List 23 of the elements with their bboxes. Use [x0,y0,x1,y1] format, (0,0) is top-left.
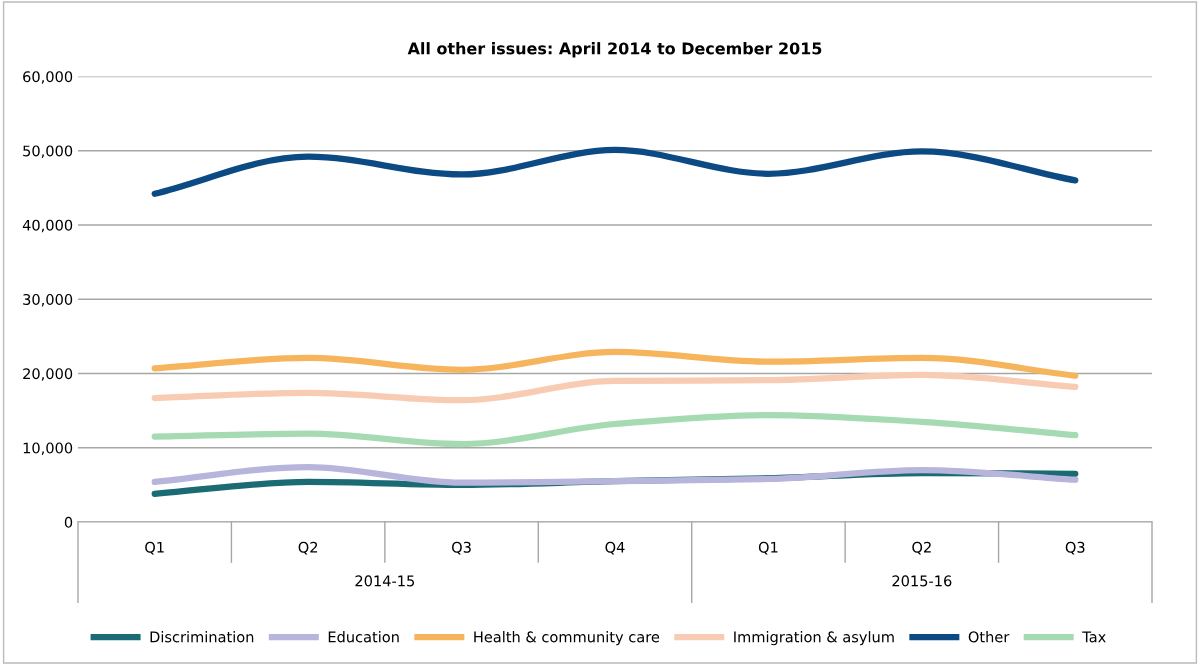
y-tick-label: 50,000 [23,145,73,158]
x-tick-label: Q3 [1065,541,1085,555]
legend-label: Tax [1082,631,1106,643]
text: 2015-16 [892,575,952,587]
x-tick-label: Q1 [758,541,778,555]
legend-label: Discrimination [150,631,254,643]
chart-title: All other issues: April 2014 to December 2015 [407,42,822,58]
x-tick-label: Q3 [452,541,471,555]
y-tick-label: 20,000 [23,368,73,381]
y-tick-label: 40,000 [22,219,73,233]
legend-label: Immigration & asylum [734,631,894,646]
y-tick-label: 0 [64,516,73,528]
text: 2014-15 [355,575,415,587]
legend-label: Other [968,631,1010,643]
y-tick-label: 10,000 [23,442,73,455]
x-tick-label: Q4 [605,541,625,555]
y-tick-label: 30,000 [23,293,73,307]
x-tick-label: Q2 [912,541,931,555]
x-tick-label: Q1 [145,541,164,555]
x-tick-label: Q2 [298,541,318,555]
y-tick-label: 60,000 [23,71,73,84]
legend-label: Education [328,631,399,643]
legend-label: Health & community care [474,631,660,646]
